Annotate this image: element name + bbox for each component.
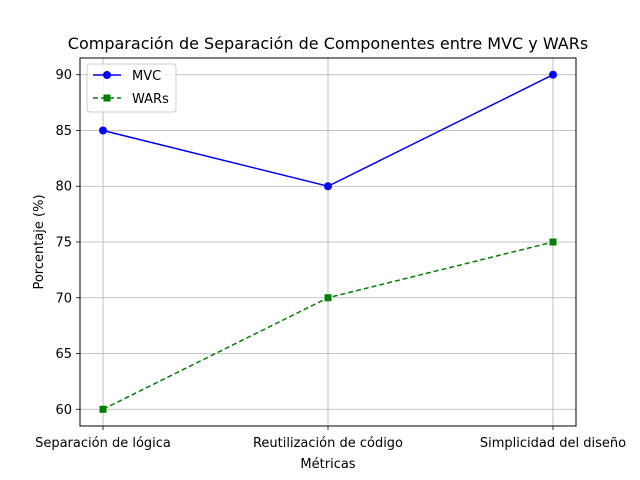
legend-label-wars: WARs (132, 92, 169, 107)
x-axis-title: Métricas (300, 457, 355, 472)
x-tick-label-simplicidad-del-diseno: Simplicidad del diseño (480, 436, 626, 451)
x-tick-label-reutilizacion-de-codigo: Reutilización de código (253, 436, 403, 451)
y-tick-label-90: 90 (55, 68, 72, 83)
legend: MVC WARs (86, 63, 177, 113)
chart-title: Comparación de Separación de Componentes… (68, 34, 588, 53)
x-tick-label-separacion-de-logica: Separación de lógica (35, 436, 171, 451)
data-point-mvc (99, 126, 107, 135)
y-tick-label-70: 70 (55, 291, 72, 306)
y-tick-label-65: 65 (55, 347, 72, 362)
series-layer (99, 70, 557, 413)
y-tick-label-80: 80 (55, 180, 72, 195)
legend-label-mvc: MVC (132, 69, 161, 84)
y-tick-label-60: 60 (55, 403, 72, 418)
data-point-wars (99, 405, 107, 413)
legend-marker-wars (103, 94, 111, 102)
data-point-wars (549, 238, 557, 246)
y-tick-label-85: 85 (55, 124, 72, 139)
data-point-mvc (324, 182, 332, 191)
legend-marker-mvc (103, 71, 111, 79)
y-axis-title: Porcentaje (%) (32, 194, 47, 289)
axis-ticks: Separación de lógica Reutilización de cód… (35, 68, 626, 451)
y-tick-label-75: 75 (55, 236, 72, 251)
data-point-mvc (549, 70, 557, 79)
data-point-wars (324, 294, 332, 302)
